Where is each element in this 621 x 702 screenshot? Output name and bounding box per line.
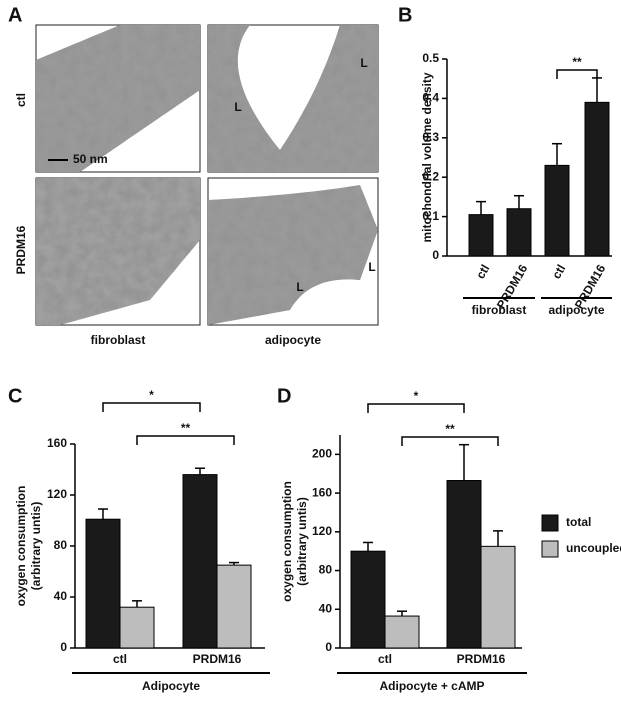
y-tick-label: 0	[60, 640, 67, 654]
significance-label: *	[414, 389, 419, 403]
micrographs	[35, 24, 379, 326]
y-tick-label: 0.2	[422, 169, 439, 183]
y-axis-label: oxygen consumption	[14, 486, 28, 607]
row-label: PRDM16	[14, 225, 28, 274]
group-label: adipocyte	[548, 303, 604, 317]
x-tick-label: PRDM16	[457, 652, 506, 666]
lumen-label: L	[368, 260, 375, 274]
lumen-label: L	[360, 56, 367, 70]
y-tick-label: 40	[54, 589, 68, 603]
bar	[480, 545, 516, 649]
y-tick-label: 80	[54, 538, 68, 552]
y-tick-label: 120	[47, 487, 67, 501]
y-tick-label: 80	[319, 563, 333, 577]
bar	[119, 606, 155, 649]
significance-bracket	[556, 69, 598, 79]
significance-bracket	[136, 435, 235, 445]
panel-letter: D	[277, 385, 291, 407]
x-tick-label: PRDM16	[193, 652, 242, 666]
y-tick-label: 0.3	[422, 130, 439, 144]
x-tick-label: ctl	[549, 262, 568, 281]
significance-label: **	[181, 421, 191, 435]
bar	[446, 480, 482, 649]
legend-swatch	[541, 540, 559, 558]
legend-label: total	[566, 515, 591, 529]
y-tick-label: 0.1	[422, 209, 439, 223]
row-label: ctl	[14, 93, 28, 107]
significance-label: **	[572, 55, 582, 69]
x-tick-label: ctl	[473, 262, 492, 281]
y-tick-label: 160	[312, 485, 332, 499]
y-axis-label: (arbitrary untis)	[29, 502, 43, 591]
column-label: fibroblast	[91, 333, 146, 347]
y-tick-label: 0	[325, 640, 332, 654]
x-axis-label: Adipocyte	[142, 679, 200, 693]
y-axis-label: (arbitrary untis)	[295, 497, 309, 586]
bar	[216, 564, 252, 649]
bar	[85, 518, 121, 649]
y-tick-label: 0.5	[422, 51, 439, 65]
bar	[544, 164, 570, 257]
y-tick-label: 200	[312, 447, 332, 461]
bar	[584, 101, 610, 257]
significance-label: *	[149, 388, 154, 402]
bar	[350, 550, 386, 649]
significance-bracket	[401, 436, 499, 446]
significance-label: **	[445, 422, 455, 436]
x-tick-label: ctl	[378, 652, 392, 666]
bar	[182, 474, 218, 649]
y-axis-label: mitochondrial volume density	[420, 72, 434, 242]
y-tick-label: 160	[47, 436, 67, 450]
bar	[468, 214, 494, 257]
y-tick-label: 0.4	[422, 91, 439, 105]
lumen-label: L	[234, 100, 241, 114]
bar	[384, 615, 420, 649]
x-axis-label: Adipocyte + cAMP	[379, 679, 484, 693]
bar	[506, 208, 532, 257]
panel-letter: A	[8, 4, 22, 26]
panel-letter: B	[398, 4, 412, 26]
lumen-label: L	[296, 280, 303, 294]
scale-bar-label: 50 nm	[73, 152, 108, 166]
group-label: fibroblast	[472, 303, 527, 317]
significance-bracket	[367, 403, 465, 413]
x-tick-label: ctl	[113, 652, 127, 666]
significance-bracket	[102, 402, 201, 412]
y-tick-label: 120	[312, 524, 332, 538]
y-tick-label: 0	[432, 248, 439, 262]
y-axis-label: oxygen consumption	[280, 481, 294, 602]
panel-letter: C	[8, 385, 22, 407]
legend-label: uncoupled	[566, 541, 621, 555]
y-tick-label: 40	[319, 601, 333, 615]
legend-swatch	[541, 514, 559, 532]
column-label: adipocyte	[265, 333, 321, 347]
